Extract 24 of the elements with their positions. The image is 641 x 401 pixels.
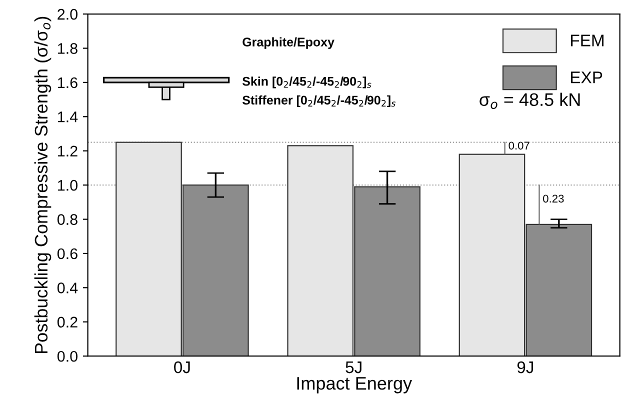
y-tick-label: 0.4 <box>57 282 78 294</box>
y-tick-label: 1.4 <box>58 112 78 122</box>
annotation: Graphite/Epoxy <box>242 37 334 49</box>
annotation: 0.07 <box>508 142 530 150</box>
y-tick-label: 1.6 <box>58 77 78 88</box>
y-tick-label: 0.6 <box>57 248 78 260</box>
y-tick-label: 0.2 <box>57 316 78 328</box>
legend-label: FEM <box>571 34 604 46</box>
y-tick-label: 1.8 <box>58 43 78 54</box>
text: Stiffener [0$_{2}$/45$_{2}$/-45$_{2}$/90$_{2}$]$_{s}$ <box>242 95 396 108</box>
x-tick-label: 0J <box>174 361 190 374</box>
y-tick-label: 0.8 <box>57 214 78 225</box>
x-tick-label: 9J <box>517 361 534 374</box>
x-axis-title: Impact Energy <box>297 377 412 394</box>
y-axis-title: Postbuckling Compressive Strength (σ/σ$_{o}$) <box>34 16 52 354</box>
text: Skin [0$_{2}$/45$_{2}$/-45$_{2}$/90$_{2}$]$_{s}$ <box>242 76 372 88</box>
legend-label: EXP <box>571 72 602 84</box>
x-tick-label: 5J <box>346 362 362 374</box>
y-tick-label: 2.0 <box>58 8 78 20</box>
y-tick-label: 1.0 <box>58 180 78 191</box>
y-tick-label: 0.0 <box>57 350 78 362</box>
annotation: 0.23 <box>543 194 564 203</box>
annotation: σ$_{o}$ = 48.5 kN <box>480 92 580 109</box>
y-tick-label: 1.2 <box>58 146 78 156</box>
